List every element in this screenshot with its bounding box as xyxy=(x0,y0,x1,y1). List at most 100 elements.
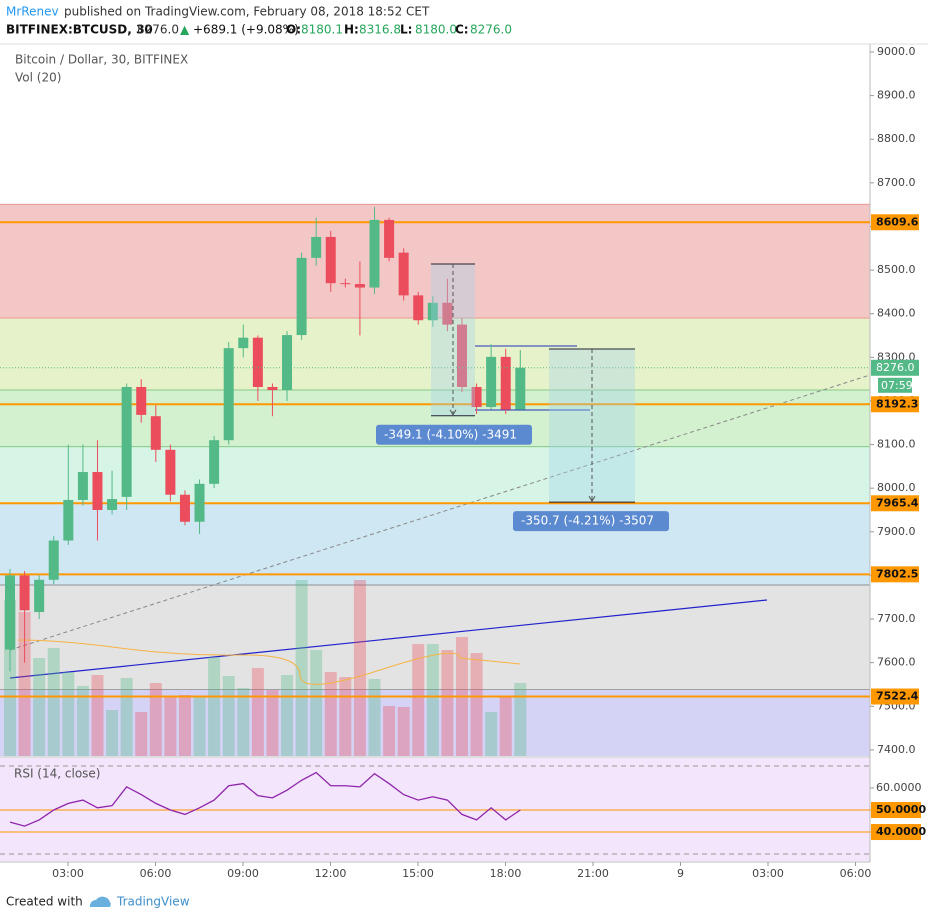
volume-bar xyxy=(135,712,148,756)
y-tick-label: 8800.0 xyxy=(877,132,916,145)
rsi-line xyxy=(9,771,521,827)
price-level-label: 7802.5 xyxy=(876,567,918,580)
volume-bar xyxy=(397,707,410,756)
volume-bar xyxy=(353,580,366,756)
candle-body xyxy=(179,494,190,522)
volume-bar xyxy=(339,677,352,756)
rsi-tick-label: 40.0000 xyxy=(876,825,926,838)
volume-bar xyxy=(178,695,191,756)
measure-label: -349.1 (-4.10%) -3491 xyxy=(384,427,517,441)
candle-body xyxy=(48,540,59,580)
rsi-tick-box xyxy=(871,824,921,841)
x-tick-label: 06:00 xyxy=(840,867,872,880)
ohlc-value: 8276.0 xyxy=(470,23,512,37)
candle-body xyxy=(150,416,161,450)
y-tick-label: 8100.0 xyxy=(877,438,916,451)
volume-bar xyxy=(281,675,294,756)
price-level-label: 8192.3 xyxy=(876,397,918,410)
zone xyxy=(0,503,870,586)
candle-body xyxy=(92,472,103,510)
x-tick-label: 03:00 xyxy=(752,867,784,880)
candle-body xyxy=(34,579,45,613)
rsi-tick-label: 60.0000 xyxy=(876,781,922,794)
x-tick-label: 12:00 xyxy=(315,867,347,880)
candle-body xyxy=(442,302,453,325)
countdown-box xyxy=(878,377,912,393)
y-tick-label: 8000.0 xyxy=(877,481,916,494)
price-level-box xyxy=(871,688,919,705)
volume-bar xyxy=(164,697,177,756)
candle-body xyxy=(486,356,497,408)
candle-body xyxy=(296,257,307,336)
dashed-trendline xyxy=(9,374,871,651)
volume-bar xyxy=(441,650,454,756)
volume-bar xyxy=(426,644,439,756)
volume-bar xyxy=(412,644,425,756)
price-level-label: 8609.6 xyxy=(876,215,919,228)
volume-bar xyxy=(91,675,104,756)
ohlc-key: O: xyxy=(286,23,301,37)
volume-bar xyxy=(237,688,250,756)
volume-bar xyxy=(62,672,75,756)
price-level-box xyxy=(871,396,919,413)
x-tick-label: 09:00 xyxy=(227,867,259,880)
price-level-box xyxy=(871,214,919,231)
candle-body xyxy=(238,337,249,349)
volume-bar xyxy=(324,672,337,756)
candle-body xyxy=(340,283,351,285)
footer-created: Created with xyxy=(6,895,83,909)
ohlc-value: 8180.0 xyxy=(415,23,457,37)
published: published on TradingView.com, February 0… xyxy=(64,5,430,19)
zone xyxy=(0,689,870,756)
volume-bar xyxy=(193,697,206,756)
ohlc-key: H: xyxy=(344,23,359,37)
volume-bar xyxy=(149,683,162,756)
volume-bar xyxy=(76,686,89,756)
candle-body xyxy=(500,356,511,410)
main-title: Bitcoin / Dollar, 30, BITFINEX xyxy=(15,53,188,67)
volume-ma xyxy=(17,639,521,685)
candle-body xyxy=(384,219,395,258)
candle-body xyxy=(282,335,293,391)
candle-body xyxy=(515,367,526,410)
footer-brand[interactable]: TradingView xyxy=(116,895,190,909)
y-tick-label: 7700.0 xyxy=(877,612,916,625)
y-tick-label: 7600.0 xyxy=(877,656,916,669)
volume-bar xyxy=(266,690,279,756)
volume-bar xyxy=(485,712,498,756)
volume-bar xyxy=(295,580,308,756)
price-level-label: 7965.4 xyxy=(876,496,919,509)
candle-body xyxy=(398,252,409,296)
measure-label: -350.7 (-4.21%) -3507 xyxy=(521,514,654,528)
candle-body xyxy=(77,472,88,500)
zone xyxy=(0,585,870,690)
volume-bar xyxy=(310,650,323,756)
measure-arrowhead xyxy=(588,495,596,503)
symbol: BITFINEX:BTCUSD, 30 xyxy=(6,23,153,37)
candle-body xyxy=(252,337,263,387)
candle-body xyxy=(311,236,322,258)
x-tick-label: 03:00 xyxy=(52,867,84,880)
volume-bar xyxy=(499,697,512,756)
x-tick-label: 06:00 xyxy=(140,867,172,880)
measure-label-box xyxy=(513,511,669,532)
candle-body xyxy=(194,483,205,522)
y-tick-label: 8400.0 xyxy=(877,307,916,320)
candle-body xyxy=(456,324,467,387)
candle-body xyxy=(136,386,147,415)
countdown: 07:59 xyxy=(881,379,913,392)
measure-arrowhead xyxy=(449,409,457,416)
ohlc-value: 8180.1 xyxy=(301,23,343,37)
rsi-tick-box xyxy=(871,802,921,818)
trendline xyxy=(9,599,768,679)
x-tick-label: 9 xyxy=(677,867,684,880)
candle-body xyxy=(413,295,424,321)
volume-bar xyxy=(106,710,119,756)
volume-bar xyxy=(368,679,381,756)
price-level-label: 7522.4 xyxy=(876,690,919,703)
y-tick-label: 8500.0 xyxy=(877,263,916,276)
y-tick-label: 7900.0 xyxy=(877,525,916,538)
author[interactable]: MrRenev xyxy=(6,5,59,19)
last: 8276.0 xyxy=(137,23,179,37)
